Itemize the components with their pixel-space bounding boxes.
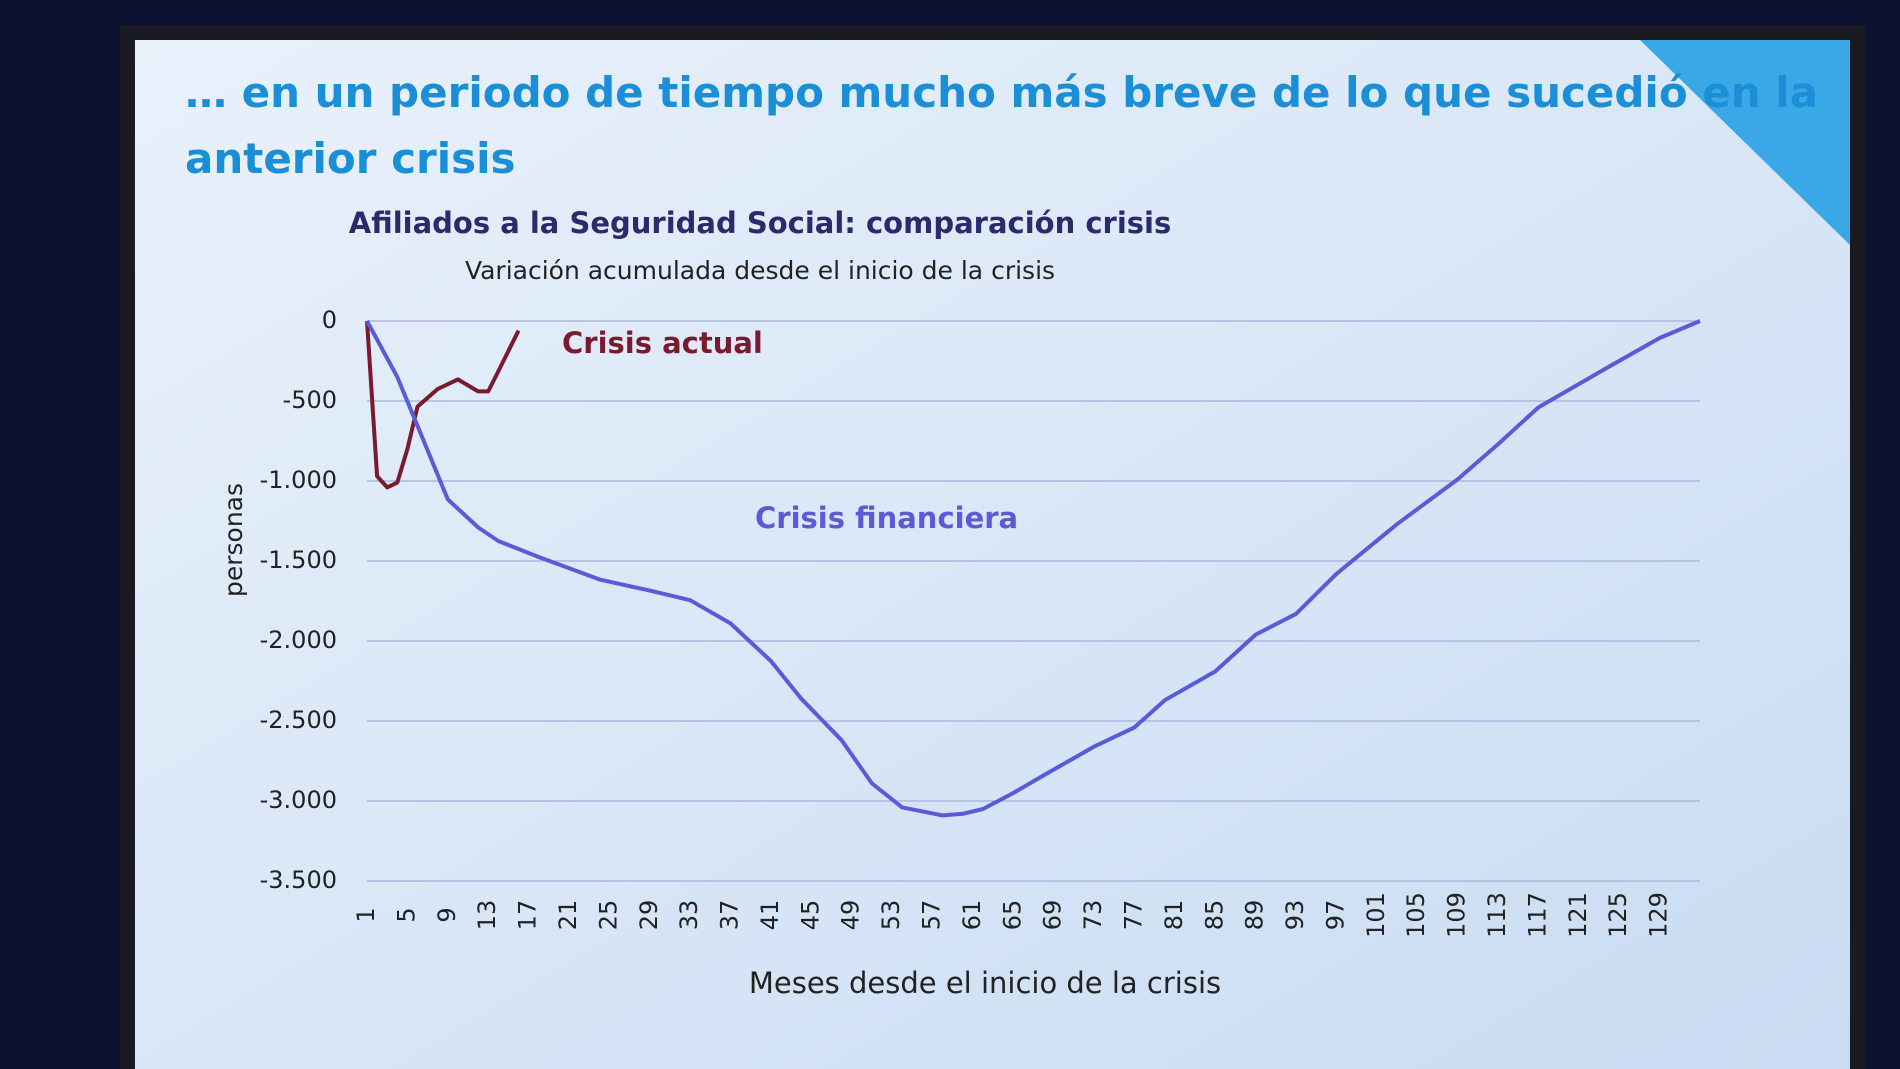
corner-decoration (1640, 40, 1850, 245)
y-tick-label: -2.500 (260, 706, 337, 734)
x-tick-label: 9 (433, 907, 461, 922)
x-tick-label: 37 (716, 900, 744, 931)
x-tick-label: 65 (998, 900, 1026, 931)
x-tick-label: 125 (1604, 892, 1632, 938)
x-tick-label: 129 (1645, 892, 1673, 938)
x-tick-label: 29 (635, 900, 663, 931)
x-axis-label: Meses desde el inicio de la crisis (749, 966, 1221, 1000)
x-tick-label: 101 (1362, 892, 1390, 938)
x-tick-label: 25 (594, 900, 622, 931)
slide (135, 40, 1850, 1069)
series-line (365, 320, 521, 490)
x-tick-label: 61 (958, 900, 986, 931)
y-tick-label: -1.000 (260, 466, 337, 494)
y-tick-label: -1.500 (260, 546, 337, 574)
x-tick-label: 45 (796, 900, 824, 931)
x-tick-label: 5 (392, 907, 420, 922)
x-tick-label: 81 (1160, 900, 1188, 931)
x-tick-label: 73 (1079, 900, 1107, 931)
y-tick-label: 0 (322, 306, 337, 334)
x-tick-label: 13 (473, 900, 501, 931)
series-label: Crisis financiera (755, 501, 1018, 535)
x-tick-label: 121 (1564, 892, 1592, 938)
series-label: Crisis actual (562, 326, 763, 360)
x-tick-label: 17 (514, 900, 542, 931)
y-tick-label: -500 (283, 386, 337, 414)
y-tick-label: -2.000 (260, 626, 337, 654)
x-tick-label: 69 (1039, 900, 1067, 931)
x-tick-label: 105 (1402, 892, 1430, 938)
x-tick-label: 109 (1443, 892, 1471, 938)
slide-title: … en un periodo de tiempo mucho más brev… (185, 68, 1818, 183)
x-tick-label: 89 (1241, 900, 1269, 931)
x-tick-label: 85 (1200, 900, 1228, 931)
y-axis-label: personas (219, 483, 248, 597)
x-tick-label: 53 (877, 900, 905, 931)
x-tick-label: 57 (918, 900, 946, 931)
chart-subtitle: Variación acumulada desde el inicio de l… (465, 256, 1055, 285)
x-tick-label: 1 (352, 907, 380, 922)
y-tick-label: -3.000 (260, 786, 337, 814)
x-tick-label: 77 (1119, 900, 1147, 931)
x-tick-label: 21 (554, 900, 582, 931)
chart-title: Afiliados a la Seguridad Social: compara… (349, 206, 1171, 240)
x-tick-label: 33 (675, 900, 703, 931)
x-tick-label: 93 (1281, 900, 1309, 931)
x-tick-label: 49 (837, 900, 865, 931)
x-tick-label: 117 (1523, 892, 1551, 938)
y-tick-label: -3.500 (260, 866, 337, 894)
x-tick-label: 97 (1321, 900, 1349, 931)
x-tick-label: 113 (1483, 892, 1511, 938)
series-line (365, 319, 1701, 818)
x-tick-label: 41 (756, 900, 784, 931)
